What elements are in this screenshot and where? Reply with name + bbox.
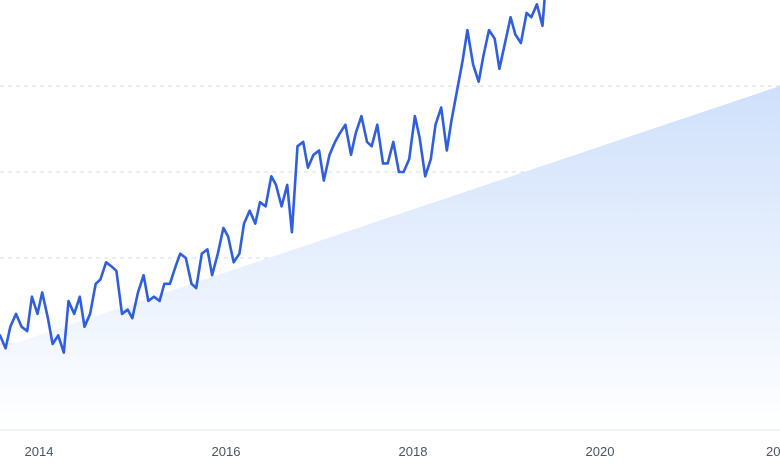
series-line (0, 0, 546, 354)
x-tick-label: 2020 (586, 444, 615, 459)
x-tick-label: 2018 (399, 444, 428, 459)
x-tick-label: 2014 (25, 444, 54, 459)
x-tick-label: 2016 (212, 444, 241, 459)
trend-area-fill (0, 86, 780, 430)
x-axis-ticks: 2014 2016 2018 2020 20 (25, 444, 780, 459)
x-tick-label: 20 (766, 444, 780, 459)
